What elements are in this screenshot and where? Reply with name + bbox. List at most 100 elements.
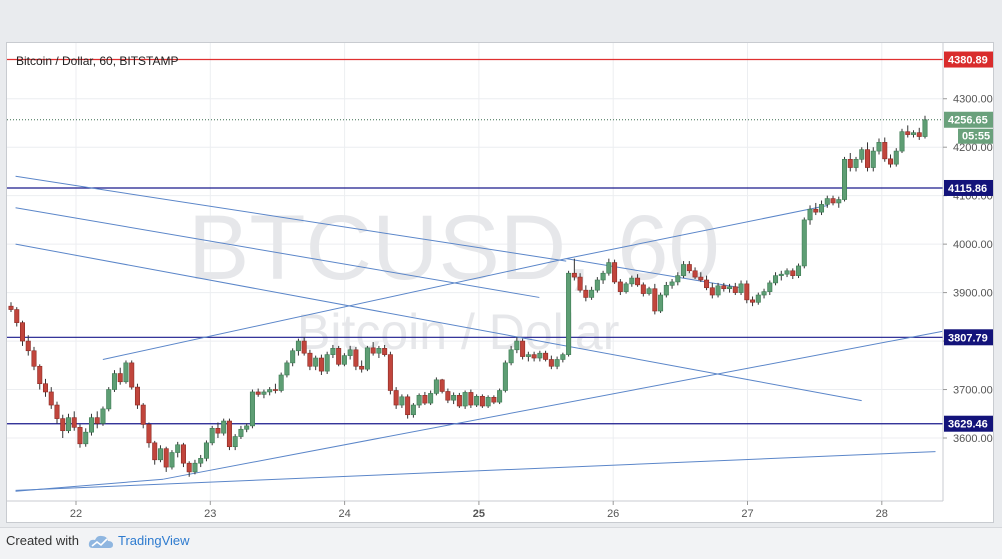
candle-body (140, 404, 146, 425)
candle-body (807, 208, 813, 221)
candle-body (123, 362, 129, 383)
candle-body (704, 279, 710, 289)
candle-body (60, 418, 66, 432)
candle-body (146, 424, 152, 444)
candle-body (71, 417, 77, 428)
trendlines-layer (15, 175, 943, 492)
price-tick-label: 4200.00 (953, 142, 993, 154)
candlestick-chart[interactable]: BTCUSD, 60 Bitcoin / Dollar 3600.003700.… (7, 43, 993, 522)
candle-body (502, 362, 508, 391)
countdown-tag-bg (958, 128, 993, 144)
candle-body (94, 417, 100, 424)
candle-body (456, 395, 462, 407)
candle-body (537, 352, 543, 359)
level-tag-bg (944, 179, 993, 196)
candle-body (25, 340, 31, 352)
time-tick-label: 24 (338, 508, 350, 520)
candle-body (106, 389, 112, 410)
footer-bar (0, 527, 1002, 559)
price-tick-label: 4300.00 (953, 94, 993, 106)
candle-body (491, 396, 497, 403)
candle-body (675, 275, 681, 283)
candle-body (819, 204, 825, 213)
candle-body (629, 277, 635, 285)
candle-body (175, 444, 181, 453)
candle-body (462, 392, 468, 407)
candle-body (750, 299, 756, 303)
candle-body (301, 340, 307, 354)
level-tag-label: 3629.46 (948, 419, 988, 431)
candle-body (117, 373, 123, 383)
price-tick-label: 3600.00 (953, 433, 993, 445)
candle-body (824, 198, 830, 205)
level-tag-label: 3807.79 (948, 332, 988, 344)
candle-body (600, 272, 606, 281)
candle-body (721, 285, 727, 290)
candle-body (152, 442, 158, 461)
candle-body (911, 132, 917, 135)
time-tick-label: 22 (70, 508, 82, 520)
candle-body (485, 396, 491, 407)
candle-body (560, 354, 566, 360)
candle-body (709, 287, 715, 296)
level-tag-label: 4115.86 (948, 183, 987, 195)
candle-body (594, 279, 600, 291)
candle-body (635, 277, 641, 286)
candle-body (134, 386, 140, 406)
trendline (15, 207, 540, 298)
candle-body (313, 357, 319, 367)
candle-body (439, 379, 445, 392)
candle-body (773, 275, 779, 284)
candle-body (738, 283, 744, 293)
candle-body (617, 281, 623, 292)
candle-body (180, 444, 186, 464)
candle-body (215, 428, 221, 434)
candle-body (905, 131, 911, 135)
chart-title: Bitcoin / Dollar, 60, BITSTAMP (16, 54, 179, 68)
candle-body (813, 208, 819, 213)
candle-body (359, 365, 365, 370)
candles-layer (8, 115, 928, 477)
candle-body (830, 198, 836, 204)
trendline (15, 243, 862, 402)
candle-body (324, 354, 330, 372)
trendline (102, 258, 567, 360)
candle-body (922, 119, 928, 137)
candle-body (583, 289, 589, 298)
candle-body (876, 142, 882, 152)
candle-body (508, 349, 514, 364)
candle-body (42, 383, 48, 393)
candle-body (65, 417, 71, 432)
candle-body (163, 448, 169, 468)
time-tick-label: 27 (741, 508, 753, 520)
candle-body (336, 348, 342, 365)
candle-body (54, 404, 60, 419)
trendline (566, 204, 829, 260)
candle-body (100, 408, 106, 424)
candle-body (129, 362, 135, 388)
candle-body (169, 452, 175, 468)
tradingview-brand-link[interactable]: TradingView (118, 533, 190, 548)
candle-body (882, 142, 888, 160)
candle-body (612, 262, 618, 283)
candle-body (727, 286, 733, 290)
candle-body (255, 391, 261, 395)
last-price-tag-bg (944, 111, 993, 128)
trendline (15, 451, 936, 491)
candle-body (916, 132, 922, 137)
level-tag-bg (944, 329, 993, 346)
candle-body (111, 373, 117, 390)
price-tick-label: 3700.00 (953, 385, 993, 397)
candle-body (479, 396, 485, 407)
candle-body (767, 282, 773, 292)
candle-body (445, 391, 451, 401)
candle-body (192, 462, 198, 473)
candle-body (416, 395, 422, 406)
candle-body (571, 272, 577, 278)
candle-body (232, 436, 238, 448)
candle-body (589, 289, 595, 298)
price-tick-label: 3900.00 (953, 288, 993, 300)
candle-body (157, 448, 163, 461)
candle-body (640, 284, 646, 294)
last-price-tag-label: 4256.65 (948, 115, 988, 127)
